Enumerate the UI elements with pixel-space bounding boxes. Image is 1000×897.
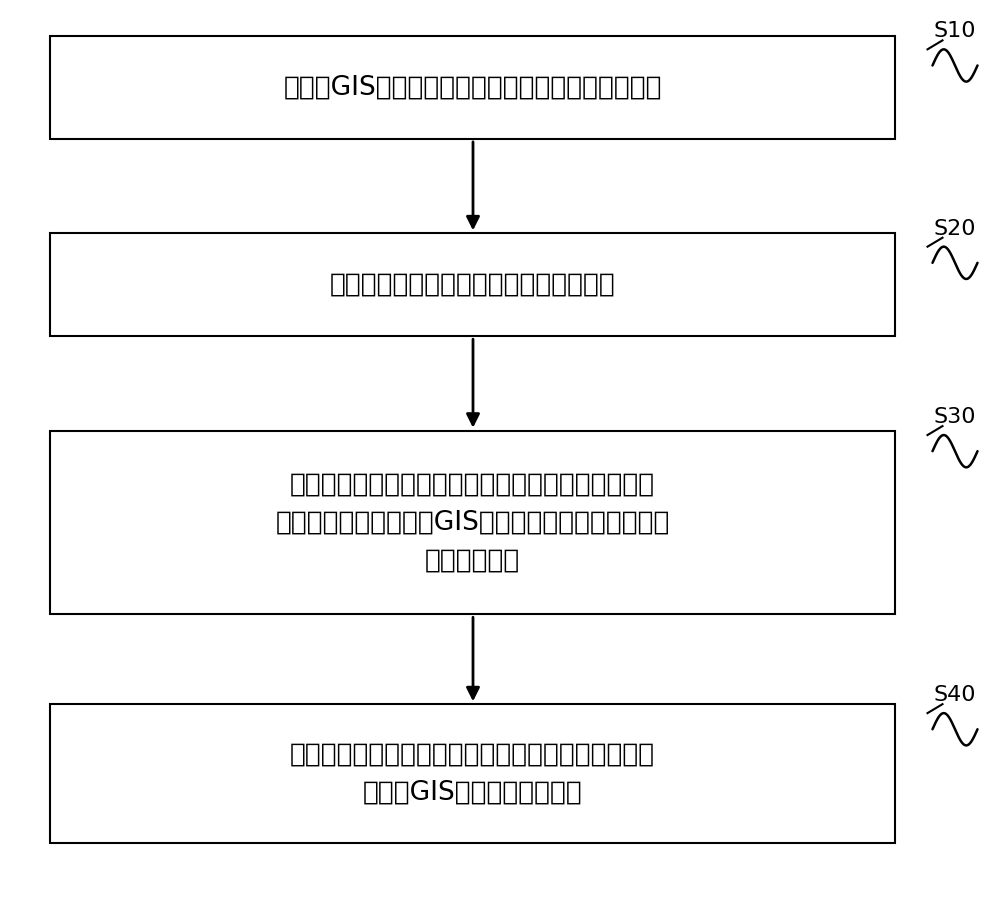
Text: S40: S40 [934,685,976,705]
Text: 根据所述操动前局放信号和所述操动后局放信号，确
定所述GIS是否存在金属微粒: 根据所述操动前局放信号和所述操动后局放信号，确 定所述GIS是否存在金属微粒 [290,742,655,806]
FancyBboxPatch shape [50,36,895,139]
Text: 对所述第一母线和所述第二母线进行充电: 对所述第一母线和所述第二母线进行充电 [330,272,615,298]
Text: S10: S10 [934,22,976,41]
Text: 对所述GIS进行局部放电检测，得到操动前局放信号: 对所述GIS进行局部放电检测，得到操动前局放信号 [283,74,662,100]
Text: 操动所述第一断路器，并在操动所述第一断路器之后
的预设时长内，对所述GIS进行局部放电检测，得到操
动后局放信号: 操动所述第一断路器，并在操动所述第一断路器之后 的预设时长内，对所述GIS进行局… [275,472,670,573]
Text: S20: S20 [934,219,976,239]
FancyBboxPatch shape [50,233,895,336]
FancyBboxPatch shape [50,431,895,614]
Text: S30: S30 [934,407,976,427]
FancyBboxPatch shape [50,704,895,843]
